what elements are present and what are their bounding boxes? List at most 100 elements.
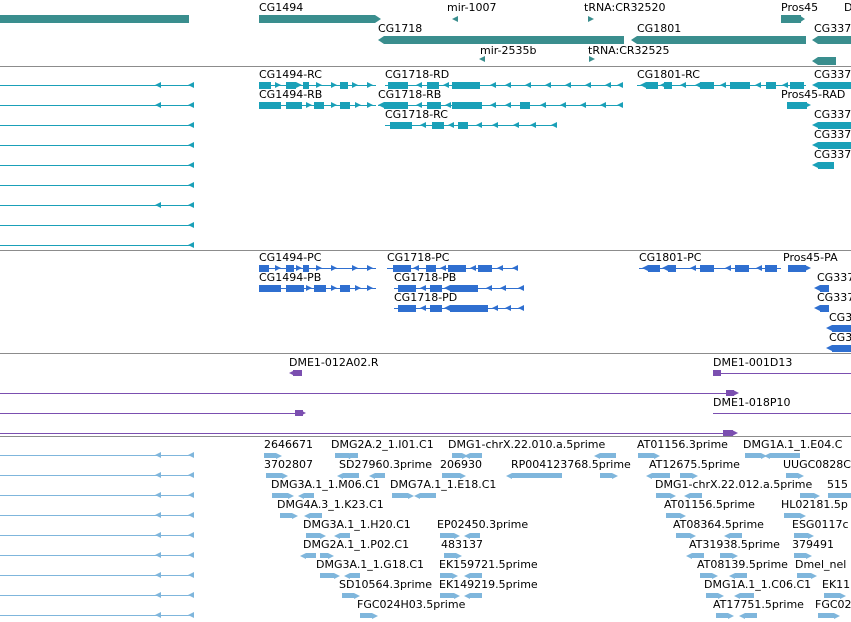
- est-glyph[interactable]: [320, 573, 334, 578]
- est-glyph[interactable]: [343, 473, 359, 478]
- est-glyph[interactable]: [745, 613, 757, 618]
- transcript-exon[interactable]: [818, 142, 851, 149]
- transcript-cg1801-rc-exon[interactable]: [646, 82, 658, 89]
- transcript-cg1801-rc-exon[interactable]: [790, 82, 804, 89]
- protein-cg1494-pc-exon[interactable]: [303, 265, 309, 272]
- protein-cg1494-pc-exon[interactable]: [286, 265, 294, 272]
- est-glyph[interactable]: [676, 533, 690, 538]
- gene-glyph[interactable]: [781, 15, 801, 23]
- transcript-cg1718-rb-exon[interactable]: [427, 102, 441, 109]
- est-glyph[interactable]: [745, 453, 761, 458]
- protein-cg1718-pd-exon[interactable]: [450, 305, 478, 312]
- transcript-cg1718-rc-exon[interactable]: [458, 122, 468, 129]
- protein-exon[interactable]: [820, 305, 829, 312]
- transcript-cg1718-rd-exon[interactable]: [427, 82, 439, 89]
- est-glyph[interactable]: [794, 533, 808, 538]
- protein-cg1718-pb-exon[interactable]: [450, 285, 478, 292]
- est-glyph[interactable]: [720, 553, 732, 558]
- protein-cg1801-pc-exon[interactable]: [668, 265, 676, 272]
- est-glyph[interactable]: [770, 453, 800, 458]
- est-glyph[interactable]: [444, 553, 456, 558]
- est-glyph[interactable]: [470, 533, 480, 538]
- protein-cg1801-pc-exon[interactable]: [648, 265, 660, 272]
- gene-glyph[interactable]: [0, 15, 189, 23]
- gene-glyph[interactable]: [818, 57, 836, 65]
- protein-cg1494-pb-exon[interactable]: [286, 285, 304, 292]
- clone-glyph[interactable]: [293, 370, 302, 376]
- est-glyph[interactable]: [600, 453, 616, 458]
- est-glyph[interactable]: [342, 593, 354, 598]
- est-glyph[interactable]: [794, 553, 806, 558]
- gene-glyph[interactable]: [259, 15, 375, 23]
- est-glyph[interactable]: [280, 513, 292, 518]
- est-glyph[interactable]: [470, 593, 482, 598]
- protein-cg1718-pc-exon[interactable]: [426, 265, 436, 272]
- est-glyph[interactable]: [310, 513, 322, 518]
- protein-cg1718-pc-exon[interactable]: [478, 265, 492, 272]
- est-glyph[interactable]: [824, 593, 840, 598]
- transcript-cg1718-rd-exon[interactable]: [388, 82, 408, 89]
- transcript-cg1718-rc-exon[interactable]: [432, 122, 444, 129]
- transcript-cg1801-rc-exon[interactable]: [766, 82, 776, 89]
- est-glyph[interactable]: [692, 553, 704, 558]
- est-glyph[interactable]: [600, 473, 612, 478]
- est-glyph[interactable]: [828, 493, 851, 498]
- est-glyph[interactable]: [652, 473, 670, 478]
- est-glyph[interactable]: [440, 533, 454, 538]
- est-glyph[interactable]: [442, 473, 460, 478]
- est-glyph[interactable]: [340, 533, 350, 538]
- transcript-cg1494-rc-exon[interactable]: [259, 82, 271, 89]
- est-glyph[interactable]: [420, 493, 436, 498]
- est-glyph[interactable]: [818, 613, 834, 618]
- transcript-exon[interactable]: [818, 162, 834, 169]
- transcript-cg1494-rb-exon[interactable]: [259, 102, 281, 109]
- est-glyph[interactable]: [784, 513, 800, 518]
- protein-exon[interactable]: [832, 345, 851, 352]
- protein-cg1494-pb-exon[interactable]: [340, 285, 350, 292]
- protein-cg1718-pc-exon[interactable]: [393, 265, 411, 272]
- est-glyph[interactable]: [786, 473, 798, 478]
- protein-cg1801-pc-exon[interactable]: [765, 265, 777, 272]
- est-glyph[interactable]: [666, 513, 680, 518]
- est-glyph[interactable]: [706, 593, 718, 598]
- transcript-cg1494-rc-exon[interactable]: [340, 82, 348, 89]
- protein-cg1718-pb-exon[interactable]: [398, 285, 416, 292]
- transcript-cg1801-rc-exon[interactable]: [700, 82, 714, 89]
- protein-exon[interactable]: [832, 325, 851, 332]
- clone-glyph[interactable]: [713, 370, 721, 376]
- est-glyph[interactable]: [716, 613, 728, 618]
- est-glyph[interactable]: [797, 573, 811, 578]
- clone-glyph[interactable]: [295, 410, 303, 416]
- gene-glyph[interactable]: [637, 36, 806, 44]
- transcript-cg1718-rd-exon[interactable]: [452, 82, 480, 89]
- gene-glyph[interactable]: [384, 36, 624, 44]
- est-glyph[interactable]: [335, 453, 349, 458]
- protein-cg1494-pb-exon[interactable]: [259, 285, 281, 292]
- clone-glyph[interactable]: [723, 430, 733, 436]
- est-glyph[interactable]: [375, 473, 385, 478]
- transcript-cg1801-rc-exon[interactable]: [730, 82, 750, 89]
- est-glyph[interactable]: [680, 473, 692, 478]
- transcript-exon[interactable]: [818, 82, 851, 89]
- est-glyph[interactable]: [304, 493, 314, 498]
- transcript-exon[interactable]: [787, 102, 807, 109]
- transcript-cg1718-rb-exon[interactable]: [384, 102, 408, 109]
- protein-cg1801-pc-exon[interactable]: [700, 265, 714, 272]
- est-glyph[interactable]: [800, 493, 814, 498]
- est-glyph[interactable]: [512, 473, 562, 478]
- protein-cg1718-pd-exon[interactable]: [398, 305, 416, 312]
- transcript-cg1494-rb-exon[interactable]: [340, 102, 350, 109]
- est-glyph[interactable]: [470, 453, 482, 458]
- est-glyph[interactable]: [320, 553, 328, 558]
- est-glyph[interactable]: [730, 533, 742, 538]
- protein-exon[interactable]: [820, 285, 829, 292]
- transcript-cg1718-rc-exon[interactable]: [390, 122, 412, 129]
- est-glyph[interactable]: [735, 573, 747, 578]
- protein-cg1494-pc-exon[interactable]: [259, 265, 269, 272]
- transcript-cg1494-rb-exon[interactable]: [286, 102, 302, 109]
- est-glyph[interactable]: [266, 473, 282, 478]
- est-glyph[interactable]: [306, 553, 316, 558]
- transcript-cg1494-rb-exon[interactable]: [314, 102, 324, 109]
- transcript-cg1801-rc-exon[interactable]: [664, 82, 672, 89]
